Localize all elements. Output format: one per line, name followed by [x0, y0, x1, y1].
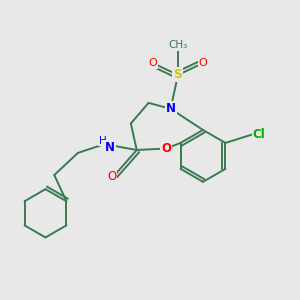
Text: H: H	[99, 136, 107, 146]
Text: O: O	[148, 58, 157, 68]
Text: O: O	[107, 170, 116, 183]
Text: CH₃: CH₃	[168, 40, 188, 50]
Text: N: N	[105, 141, 115, 154]
Text: S: S	[173, 68, 182, 81]
Text: N: N	[166, 102, 176, 115]
Text: Cl: Cl	[253, 128, 265, 141]
Text: O: O	[199, 58, 207, 68]
Text: O: O	[161, 142, 171, 155]
